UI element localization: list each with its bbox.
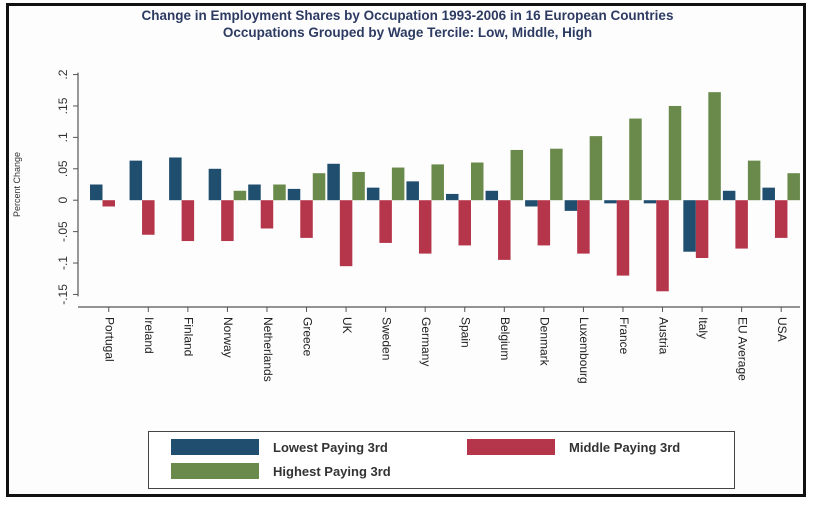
legend-item-middle: Middle Paying 3rd — [467, 439, 680, 455]
chart-title: Change in Employment Shares by Occupatio… — [141, 8, 674, 23]
bar-lowest — [604, 200, 617, 204]
y-tick-label: .1 — [56, 132, 70, 142]
bar-highest — [747, 160, 761, 201]
x-tick-label: France — [617, 317, 631, 355]
bar-highest — [431, 164, 444, 201]
x-tick-label: Portugal — [103, 317, 117, 362]
x-tick-label: Norway — [221, 317, 235, 358]
y-tick-label: -.05 — [56, 221, 70, 242]
bar-middle — [616, 200, 630, 276]
y-tick-label: .15 — [56, 97, 70, 114]
y-tick-label: -.1 — [56, 256, 70, 270]
x-tick-label: Denmark — [538, 317, 552, 367]
bar-lowest — [406, 181, 419, 201]
x-tick-label: Belgium — [498, 317, 512, 360]
y-tick-label: .2 — [56, 69, 70, 79]
x-tick-label: USA — [775, 317, 789, 342]
x-tick-label: Luxembourg — [577, 317, 591, 384]
bar-middle — [577, 200, 590, 254]
bar-highest — [312, 173, 326, 201]
bar-middle — [142, 200, 155, 235]
bar-middle — [498, 200, 511, 260]
bar-middle — [695, 200, 709, 258]
bar-lowest — [208, 168, 222, 201]
x-tick-label: Sweden — [379, 317, 393, 360]
bar-lowest — [327, 163, 340, 201]
bar-highest — [550, 148, 563, 201]
bar-lowest — [564, 200, 578, 211]
bar-highest — [471, 162, 484, 201]
x-tick-label: Spain — [459, 317, 473, 348]
bar-middle — [339, 200, 353, 267]
bar-middle — [379, 200, 392, 243]
bar-middle — [774, 200, 788, 238]
x-tick-label: EU Average — [735, 317, 749, 381]
bar-highest — [352, 171, 365, 201]
bar-highest — [708, 92, 721, 201]
bar-highest — [510, 149, 524, 201]
bar-middle — [181, 200, 195, 242]
bar-lowest — [366, 187, 380, 201]
x-tick-label: Germany — [419, 317, 433, 366]
bar-highest — [787, 173, 800, 201]
chart-subtitle: Occupations Grouped by Wage Tercile: Low… — [222, 25, 593, 40]
x-tick-label: Finland — [182, 317, 196, 356]
bar-middle — [537, 200, 551, 246]
bar-lowest — [722, 190, 736, 201]
bar-chart: -.15 -.1 -.05 0 .05 .1 .15 .2 Percent Change Port… — [12, 69, 800, 384]
bar-middle — [260, 200, 274, 229]
bar-lowest — [90, 184, 103, 201]
bar-lowest — [169, 157, 182, 201]
bar-middle — [300, 200, 313, 238]
bar-highest — [629, 118, 642, 201]
legend: Lowest Paying 3rd Middle Paying 3rd High… — [148, 431, 735, 489]
bar-highest — [589, 136, 603, 201]
legend-swatch-highest — [171, 463, 259, 479]
bar-lowest — [485, 190, 499, 201]
legend-label-lowest: Lowest Paying 3rd — [273, 439, 388, 455]
bar-middle — [735, 200, 748, 249]
chart-frame — [6, 3, 806, 497]
x-tick-label: UK — [340, 317, 354, 334]
x-tick-label: Austria — [656, 317, 670, 355]
bar-lowest — [248, 184, 261, 201]
legend-label-highest: Highest Paying 3rd — [273, 463, 391, 479]
bar-lowest — [287, 188, 301, 201]
y-tick-label: -.15 — [56, 284, 70, 305]
bar-lowest — [525, 200, 538, 207]
bar-highest — [233, 190, 247, 201]
bar-middle — [102, 200, 115, 207]
legend-item-highest: Highest Paying 3rd — [171, 463, 391, 479]
legend-item-lowest: Lowest Paying 3rd — [171, 439, 388, 455]
y-tick-label: .05 — [56, 160, 70, 177]
bar-lowest — [643, 200, 657, 204]
bar-highest — [273, 184, 286, 201]
bar-middle — [221, 200, 234, 242]
y-tick-label: 0 — [56, 197, 70, 204]
x-tick-label: Greece — [300, 317, 314, 357]
legend-label-middle: Middle Paying 3rd — [569, 439, 681, 455]
bar-highest — [668, 105, 682, 201]
bar-middle — [458, 200, 471, 246]
legend-swatch-lowest — [171, 439, 259, 455]
bar-lowest — [129, 160, 143, 201]
x-tick-label: Italy — [696, 317, 710, 339]
y-axis-title: Percent Change — [12, 152, 22, 217]
bar-highest — [391, 167, 405, 201]
bar-middle — [418, 200, 432, 254]
bar-lowest — [446, 193, 459, 201]
bar-middle — [656, 200, 669, 292]
legend-swatch-middle — [467, 439, 555, 455]
bar-lowest — [762, 187, 775, 201]
bar-lowest — [683, 200, 696, 252]
x-tick-label: Ireland — [142, 317, 156, 354]
x-tick-label: Netherlands — [261, 317, 275, 382]
